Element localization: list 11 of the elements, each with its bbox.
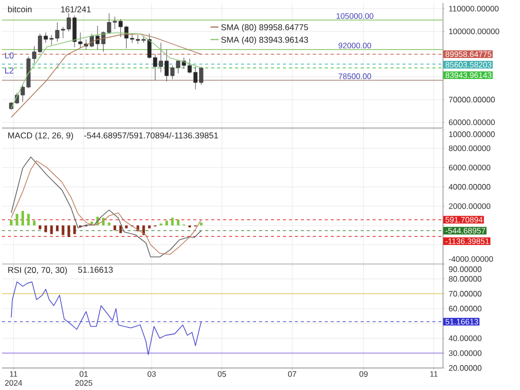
legend-label: SMA (40) 83943.96143 [221, 36, 308, 44]
legend-label: SMA (80) 89958.64775 [221, 24, 308, 32]
chart-title: RSI (20, 70, 30) [8, 266, 67, 275]
chart-title: bitcoin [8, 6, 32, 12]
chart-title: MACD (12, 26, 9) [8, 132, 73, 140]
line-series [10, 281, 202, 356]
annotation: L2 [5, 68, 14, 74]
chart-subtitle: 51.16613 [78, 266, 113, 273]
annotation: 161/241 [61, 6, 91, 12]
chart-subtitle: -544.68957/591.70894/-1136.39851 [84, 132, 218, 138]
annotation: L0 [5, 52, 14, 58]
